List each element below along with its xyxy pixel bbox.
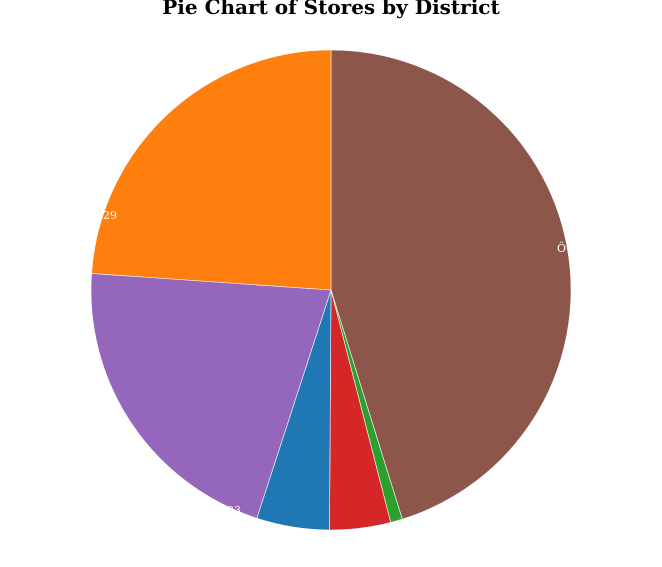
pie-slice-0	[330, 49, 572, 520]
pie-slice-4	[90, 273, 332, 519]
slice-label-0: Ö	[557, 241, 566, 255]
chart-title: Pie Chart of Stores by District	[162, 0, 500, 19]
pie-slice-5	[91, 49, 332, 291]
slice-label-5: 33	[227, 504, 241, 517]
slice-label-4: 29	[103, 209, 117, 222]
